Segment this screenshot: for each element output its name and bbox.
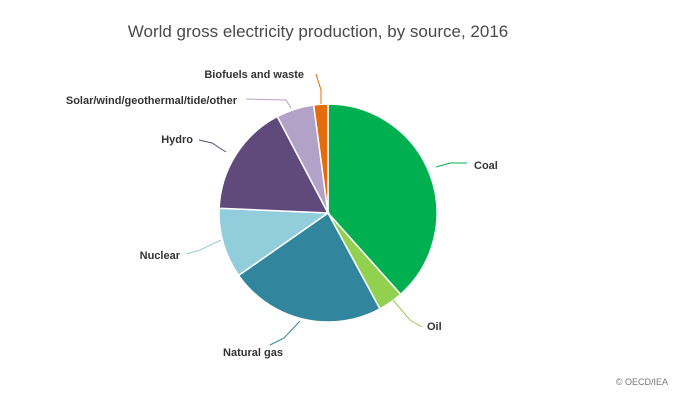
slice-label-biofuels-and-waste: Biofuels and waste	[204, 69, 304, 81]
slice-coal	[327, 103, 438, 296]
slice-label-nuclear: Nuclear	[140, 250, 181, 262]
chart-title: World gross electricity production, by s…	[128, 22, 508, 41]
leader-line-solar-wind-geothermal-tide-other	[245, 98, 292, 109]
slice-nuclear	[218, 207, 331, 277]
leader-line-hydro	[198, 139, 227, 153]
leader-line-natural-gas	[269, 320, 301, 346]
leader-line-nuclear	[185, 239, 222, 255]
slice-biofuels-and-waste	[312, 103, 329, 214]
leader-line-oil	[392, 299, 423, 328]
slice-hydro	[218, 115, 330, 214]
slice-label-hydro: Hydro	[161, 134, 193, 146]
leader-line-biofuels-and-waste	[315, 73, 322, 104]
leader-line-coal	[435, 162, 467, 168]
slice-label-solar-wind-geothermal-tide-other: Solar/wind/geothermal/tide/other	[66, 95, 238, 107]
slice-label-coal: Coal	[474, 160, 498, 172]
slice-label-oil: Oil	[427, 321, 442, 333]
slice-natural-gas	[237, 211, 381, 323]
pie-slices	[218, 103, 438, 323]
leader-lines	[185, 73, 467, 346]
copyright-credit: © OECD/IEA	[616, 377, 668, 387]
slice-labels: Coal Oil Natural gas Nuclear Hydro Solar/wind…	[66, 69, 498, 359]
slice-label-natural-gas: Natural gas	[223, 347, 283, 359]
